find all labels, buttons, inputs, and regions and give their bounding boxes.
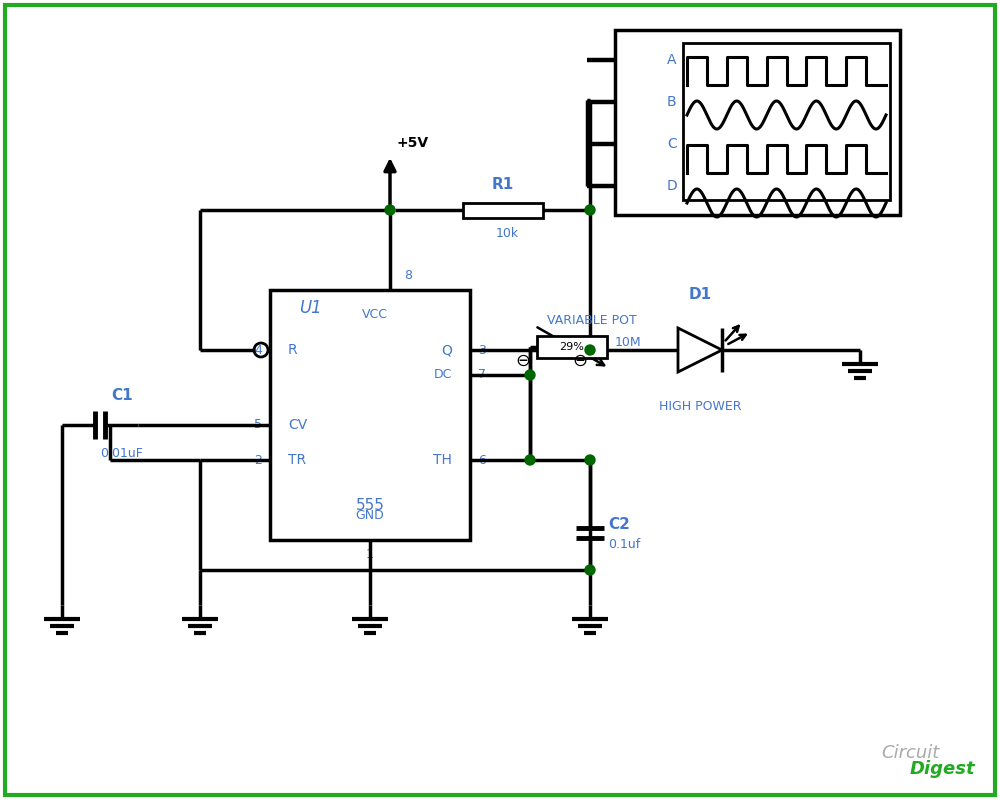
Text: D: D bbox=[667, 179, 678, 193]
Circle shape bbox=[525, 455, 535, 465]
Text: 0.1uf: 0.1uf bbox=[608, 538, 640, 551]
Text: 10k: 10k bbox=[496, 227, 519, 240]
Text: 7: 7 bbox=[478, 369, 486, 382]
Bar bbox=[270, 290, 470, 540]
Text: U1: U1 bbox=[299, 299, 321, 317]
Text: 0.01uF: 0.01uF bbox=[101, 447, 143, 460]
Bar bbox=[615, 30, 900, 215]
Text: A: A bbox=[667, 53, 676, 67]
Text: ⊖: ⊖ bbox=[572, 352, 588, 370]
Text: 8: 8 bbox=[404, 269, 412, 282]
Text: 555: 555 bbox=[356, 498, 384, 513]
Text: Circuit: Circuit bbox=[882, 744, 940, 762]
Circle shape bbox=[585, 455, 595, 465]
Text: 5: 5 bbox=[254, 418, 262, 431]
Text: GND: GND bbox=[356, 509, 384, 522]
Text: C: C bbox=[667, 137, 677, 151]
Text: CV: CV bbox=[288, 418, 307, 432]
Text: R: R bbox=[288, 343, 298, 357]
Text: HIGH POWER: HIGH POWER bbox=[659, 400, 741, 413]
Text: D1: D1 bbox=[688, 287, 712, 302]
Text: C1: C1 bbox=[111, 388, 133, 403]
Text: 4: 4 bbox=[254, 343, 262, 357]
Text: 29%: 29% bbox=[560, 342, 584, 352]
Text: VARIABLE POT: VARIABLE POT bbox=[547, 314, 637, 327]
Text: 10M: 10M bbox=[615, 337, 642, 350]
Text: ⊖: ⊖ bbox=[515, 352, 531, 370]
Circle shape bbox=[525, 370, 535, 380]
Circle shape bbox=[385, 205, 395, 215]
Text: Q: Q bbox=[441, 343, 452, 357]
Text: DC: DC bbox=[434, 369, 452, 382]
Circle shape bbox=[585, 205, 595, 215]
Text: 2: 2 bbox=[254, 454, 262, 466]
Text: R1: R1 bbox=[491, 177, 514, 192]
Text: TR: TR bbox=[288, 453, 306, 467]
Bar bbox=[537, 336, 607, 358]
Text: 3: 3 bbox=[478, 343, 486, 357]
Text: 6: 6 bbox=[478, 454, 486, 466]
Circle shape bbox=[585, 565, 595, 575]
Polygon shape bbox=[678, 328, 722, 372]
Bar bbox=[462, 202, 542, 218]
Text: +5V: +5V bbox=[396, 136, 428, 150]
Text: 1: 1 bbox=[366, 548, 374, 561]
Text: VCC: VCC bbox=[362, 308, 388, 321]
Bar bbox=[683, 43, 890, 200]
Text: B: B bbox=[667, 95, 677, 109]
Text: TH: TH bbox=[433, 453, 452, 467]
Text: C2: C2 bbox=[608, 517, 630, 532]
Circle shape bbox=[585, 345, 595, 355]
Text: Digest: Digest bbox=[909, 760, 975, 778]
